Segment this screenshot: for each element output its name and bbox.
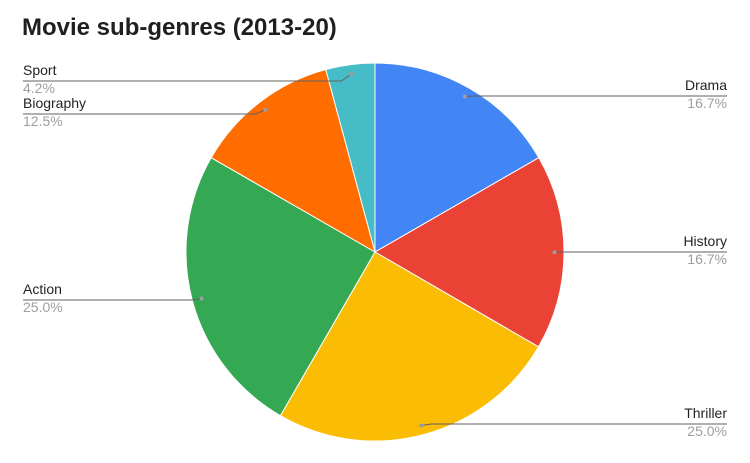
slice-labels: Drama 16.7% History 16.7% Thriller 25.0% Actio…: [23, 62, 727, 439]
leader-line-sport: [23, 73, 352, 82]
slice-percent-biography: 12.5%: [23, 113, 63, 129]
leader-line-thriller: [421, 423, 727, 426]
slice-percent-sport: 4.2%: [23, 80, 55, 96]
slice-label-history: History: [683, 233, 727, 249]
pie-slice-sport: [325, 62, 376, 253]
pie-slice-action: [185, 156, 376, 417]
slice-percent-thriller: 25.0%: [687, 423, 727, 439]
leader-line-action: [23, 298, 202, 301]
slice-label-drama: Drama: [685, 77, 727, 93]
slice-label-thriller: Thriller: [684, 405, 727, 421]
leader-dot-history: [552, 250, 557, 255]
slice-percent-action: 25.0%: [23, 299, 63, 315]
slice-percent-drama: 16.7%: [687, 95, 727, 111]
slice-label-sport: Sport: [23, 62, 57, 78]
pie-slices: [185, 62, 565, 442]
leader-line-drama: [464, 95, 727, 98]
leader-dot-biography: [263, 107, 268, 112]
leader-line-biography: [23, 109, 266, 115]
leader-lines: [23, 72, 727, 428]
leader-dot-action: [199, 296, 204, 301]
pie-slice-thriller: [279, 251, 540, 442]
leader-dot-drama: [462, 94, 467, 99]
chart-title: Movie sub-genres (2013-20): [22, 14, 337, 41]
slice-label-action: Action: [23, 281, 62, 297]
leader-dot-sport: [349, 72, 354, 77]
slice-label-biography: Biography: [23, 95, 86, 111]
slice-percent-history: 16.7%: [687, 251, 727, 267]
leader-dot-thriller: [419, 423, 424, 428]
pie-slice-biography: [210, 68, 376, 254]
pie-slice-drama: [374, 62, 540, 253]
